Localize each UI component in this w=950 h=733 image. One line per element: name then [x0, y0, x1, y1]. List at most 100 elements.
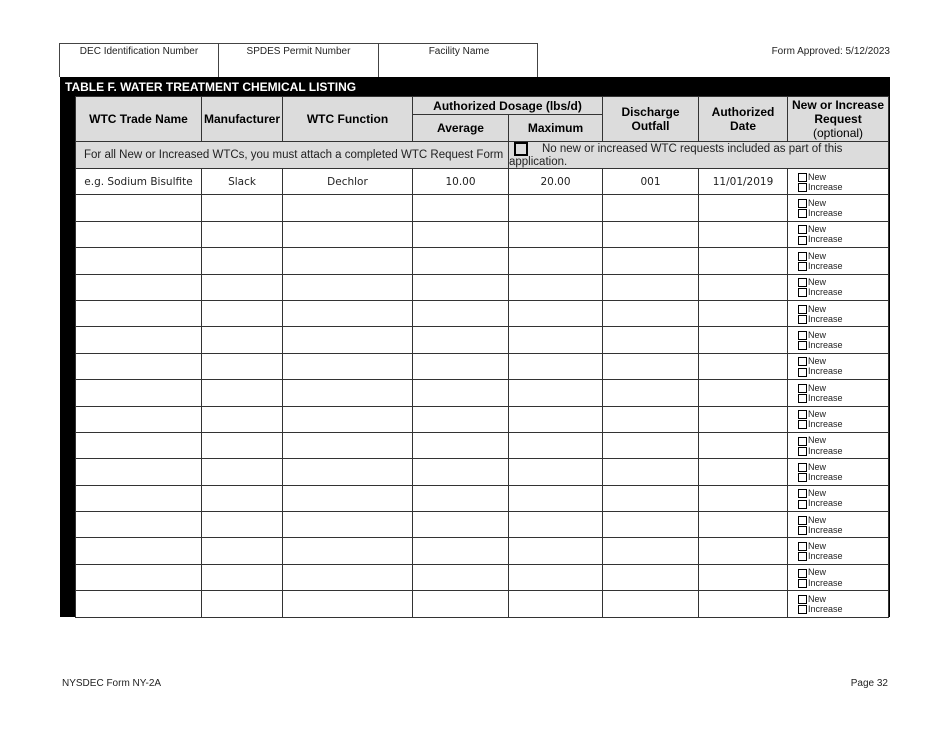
cell-maximum[interactable]: 20.00: [507, 167, 604, 196]
cell-date[interactable]: [698, 405, 789, 433]
cell-trade-name[interactable]: [75, 247, 202, 275]
cell-average[interactable]: [412, 352, 509, 381]
cell-function[interactable]: [282, 511, 413, 539]
increase-checkbox[interactable]: [798, 446, 808, 456]
cell-manufacturer[interactable]: [201, 590, 283, 618]
new-option[interactable]: New: [798, 409, 888, 420]
cell-manufacturer[interactable]: [201, 511, 283, 539]
cell-function[interactable]: [282, 247, 413, 275]
cell-trade-name[interactable]: [75, 194, 202, 222]
increase-option[interactable]: Increase: [798, 314, 888, 324]
cell-manufacturer[interactable]: [201, 247, 283, 275]
increase-checkbox[interactable]: [798, 499, 808, 509]
cell-date[interactable]: [698, 431, 789, 460]
cell-average[interactable]: [412, 220, 509, 249]
cell-outfall[interactable]: 001: [602, 167, 700, 196]
cell-function[interactable]: [282, 352, 413, 381]
new-checkbox[interactable]: [798, 568, 808, 578]
new-checkbox[interactable]: [798, 436, 808, 446]
increase-option[interactable]: Increase: [798, 261, 888, 271]
cell-trade-name[interactable]: e.g. Sodium Bisulfite: [75, 167, 202, 196]
cell-maximum[interactable]: [507, 484, 604, 513]
new-checkbox[interactable]: [798, 278, 808, 288]
cell-manufacturer[interactable]: [201, 379, 283, 407]
cell-manufacturer[interactable]: [201, 563, 283, 592]
increase-checkbox[interactable]: [798, 209, 808, 219]
increase-checkbox[interactable]: [798, 525, 808, 535]
increase-checkbox[interactable]: [798, 288, 808, 298]
cell-outfall[interactable]: [602, 326, 700, 354]
cell-average[interactable]: 10.00: [412, 167, 509, 196]
increase-option[interactable]: Increase: [798, 498, 888, 509]
cell-outfall[interactable]: [602, 247, 700, 275]
increase-checkbox[interactable]: [798, 420, 808, 430]
cell-maximum[interactable]: [507, 247, 604, 275]
increase-checkbox[interactable]: [798, 393, 808, 403]
new-checkbox[interactable]: [798, 462, 808, 472]
increase-checkbox[interactable]: [798, 367, 808, 377]
increase-option[interactable]: Increase: [798, 419, 888, 430]
cell-date[interactable]: [698, 326, 789, 354]
new-option[interactable]: New: [798, 541, 888, 552]
cell-manufacturer[interactable]: [201, 484, 283, 513]
increase-option[interactable]: Increase: [798, 578, 888, 588]
new-option[interactable]: New: [798, 594, 888, 604]
facility-name-field[interactable]: Facility Name: [428, 46, 490, 57]
cell-outfall[interactable]: [602, 379, 700, 407]
cell-date[interactable]: [698, 299, 789, 328]
cell-function[interactable]: [282, 537, 413, 565]
new-option[interactable]: New: [798, 488, 888, 499]
cell-trade-name[interactable]: [75, 431, 202, 460]
cell-maximum[interactable]: [507, 379, 604, 407]
cell-manufacturer[interactable]: [201, 458, 283, 486]
new-option[interactable]: New: [798, 515, 888, 525]
cell-function[interactable]: [282, 405, 413, 433]
new-checkbox[interactable]: [798, 542, 808, 552]
cell-date[interactable]: [698, 484, 789, 513]
cell-average[interactable]: [412, 194, 509, 222]
increase-checkbox[interactable]: [798, 605, 808, 615]
cell-outfall[interactable]: [602, 511, 700, 539]
new-checkbox[interactable]: [798, 199, 808, 209]
cell-trade-name[interactable]: [75, 405, 202, 433]
cell-manufacturer[interactable]: [201, 326, 283, 354]
increase-option[interactable]: Increase: [798, 287, 888, 298]
new-option[interactable]: New: [798, 304, 888, 314]
new-checkbox[interactable]: [798, 251, 808, 261]
cell-outfall[interactable]: [602, 458, 700, 486]
new-option[interactable]: New: [798, 462, 888, 472]
increase-checkbox[interactable]: [798, 473, 808, 483]
cell-function[interactable]: [282, 379, 413, 407]
cell-average[interactable]: [412, 299, 509, 328]
increase-option[interactable]: Increase: [798, 366, 888, 377]
new-option[interactable]: New: [798, 383, 888, 393]
new-option[interactable]: New: [798, 251, 888, 261]
cell-manufacturer[interactable]: [201, 431, 283, 460]
cell-date[interactable]: 11/01/2019: [698, 167, 789, 196]
cell-function[interactable]: [282, 484, 413, 513]
new-checkbox[interactable]: [798, 410, 808, 420]
increase-option[interactable]: Increase: [798, 604, 888, 615]
cell-function[interactable]: [282, 458, 413, 486]
cell-average[interactable]: [412, 247, 509, 275]
increase-option[interactable]: Increase: [798, 234, 888, 245]
cell-outfall[interactable]: [602, 563, 700, 592]
cell-average[interactable]: [412, 326, 509, 354]
cell-date[interactable]: [698, 458, 789, 486]
new-option[interactable]: New: [798, 356, 888, 367]
cell-function[interactable]: [282, 220, 413, 249]
cell-trade-name[interactable]: [75, 563, 202, 592]
cell-manufacturer[interactable]: [201, 352, 283, 381]
increase-checkbox[interactable]: [798, 552, 808, 562]
cell-average[interactable]: [412, 431, 509, 460]
cell-average[interactable]: [412, 537, 509, 565]
cell-maximum[interactable]: [507, 194, 604, 222]
cell-trade-name[interactable]: [75, 458, 202, 486]
cell-maximum[interactable]: [507, 273, 604, 301]
cell-maximum[interactable]: [507, 511, 604, 539]
cell-outfall[interactable]: [602, 405, 700, 433]
cell-trade-name[interactable]: [75, 484, 202, 513]
cell-trade-name[interactable]: [75, 326, 202, 354]
increase-option[interactable]: Increase: [798, 393, 888, 403]
cell-date[interactable]: [698, 511, 789, 539]
